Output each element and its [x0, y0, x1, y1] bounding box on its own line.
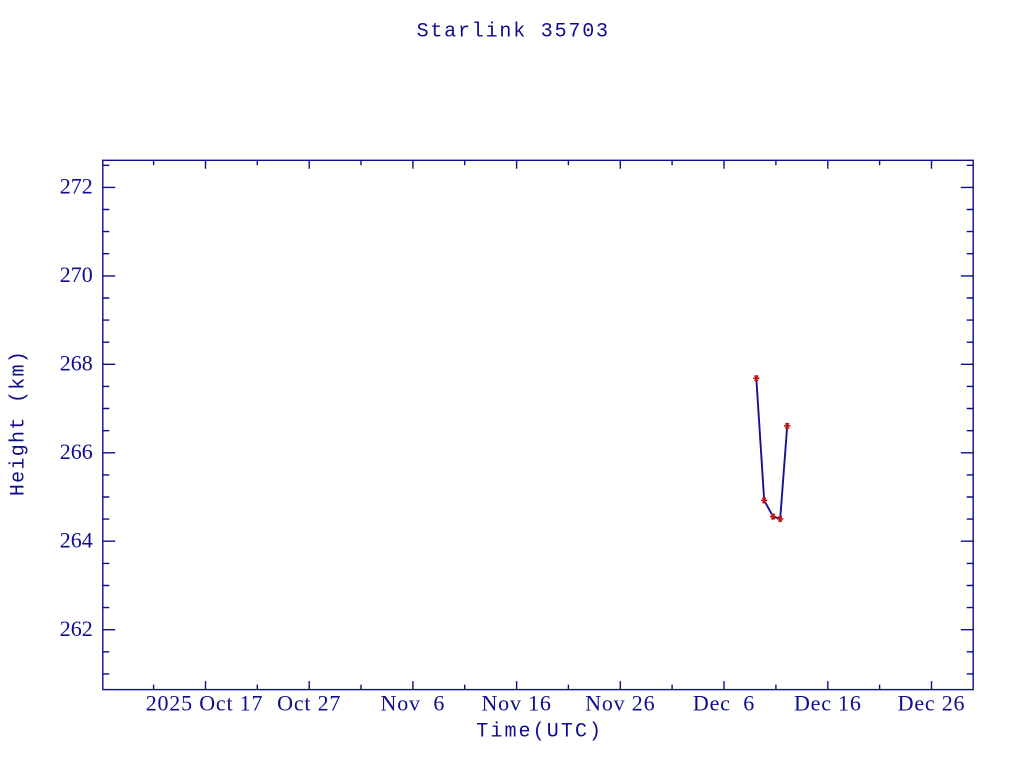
svg-text:Nov 16: Nov 16: [481, 691, 551, 716]
svg-text:268: 268: [60, 351, 93, 376]
svg-text:Starlink 35703: Starlink 35703: [417, 21, 610, 44]
svg-text:Nov 6: Nov 6: [381, 691, 446, 716]
svg-text:Time(UTC): Time(UTC): [476, 721, 603, 744]
svg-text:264: 264: [60, 527, 93, 552]
svg-text:Dec 16: Dec 16: [794, 691, 862, 716]
svg-text:Nov 26: Nov 26: [585, 691, 655, 716]
svg-text:Height (km): Height (km): [8, 350, 31, 496]
svg-text:262: 262: [60, 616, 93, 641]
svg-text:Dec 6: Dec 6: [693, 691, 755, 716]
svg-text:270: 270: [60, 262, 93, 287]
svg-text:Oct 27: Oct 27: [277, 691, 341, 716]
svg-text:2025 Oct 17: 2025 Oct 17: [146, 691, 264, 716]
svg-text:Dec 26: Dec 26: [898, 691, 966, 716]
svg-text:266: 266: [60, 439, 93, 464]
svg-text:272: 272: [60, 174, 93, 199]
